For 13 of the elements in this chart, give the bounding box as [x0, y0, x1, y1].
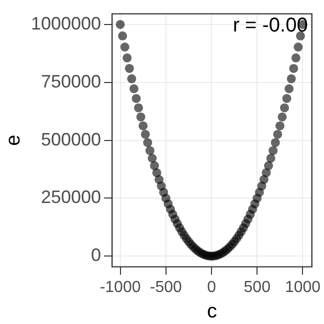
y-tick-label: 250000 — [40, 187, 102, 208]
x-tick-label: 0 — [207, 278, 216, 296]
y-tick-label: 750000 — [40, 71, 102, 92]
x-tick-label: 1000 — [284, 278, 321, 296]
x-axis-title: c — [206, 300, 217, 323]
y-axis-title: e — [2, 134, 25, 146]
x-tick-label: -500 — [150, 278, 182, 296]
y-tick-label: 500000 — [40, 129, 102, 150]
x-tick-label: 500 — [244, 278, 271, 296]
x-tick-label: -1000 — [100, 278, 141, 296]
annotation: r = -0.00 — [232, 14, 308, 36]
y-tick-label: 0 — [91, 245, 102, 266]
y-tick-label: 1000000 — [30, 13, 102, 34]
